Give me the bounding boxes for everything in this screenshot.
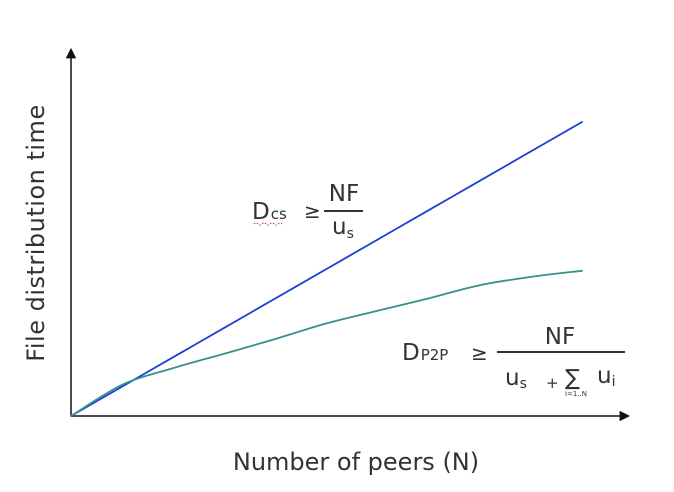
p2p-den-sum: ∑ xyxy=(565,366,580,391)
svg-text:DP2P: DP2P xyxy=(402,340,448,366)
svg-text:us: us xyxy=(505,365,527,392)
cs-lhs-main: D xyxy=(252,199,270,225)
p2p-lhs-sub: P2P xyxy=(421,346,449,364)
p2p-den-plus: + xyxy=(546,374,559,392)
series-line-peer-to-peer xyxy=(70,269,583,417)
cs-lhs-sub: cs xyxy=(271,205,287,223)
p2p-den-sum-index: i=1..N xyxy=(565,390,587,398)
svg-text:Dcs: Dcs xyxy=(252,199,287,225)
cs-relation: ≥ xyxy=(304,199,321,223)
cs-den-sub: s xyxy=(347,226,354,242)
annotation-client-server: Dcs ≥ NF us xyxy=(252,181,363,242)
cs-numerator: NF xyxy=(329,181,359,207)
svg-text:ui: ui xyxy=(597,363,615,390)
p2p-relation: ≥ xyxy=(471,341,488,365)
cs-den-main: u xyxy=(332,214,347,240)
p2p-numerator: NF xyxy=(545,324,575,350)
p2p-lhs-main: D xyxy=(402,340,420,366)
p2p-den-ui-sub: i xyxy=(612,374,616,390)
series-layer xyxy=(70,121,583,417)
cs-spellcheck-underline xyxy=(253,222,283,226)
p2p-den-us-main: u xyxy=(505,365,520,391)
series-line-client-server xyxy=(70,121,583,417)
p2p-den-ui-main: u xyxy=(597,363,612,389)
p2p-den-us-sub: s xyxy=(520,376,527,392)
annotation-peer-to-peer: DP2P ≥ NF us + ∑ i=1..N ui xyxy=(402,324,625,398)
y-axis-label: File distribution time xyxy=(22,104,50,361)
x-axis-label: Number of peers (N) xyxy=(233,448,479,476)
svg-text:us: us xyxy=(332,214,354,242)
